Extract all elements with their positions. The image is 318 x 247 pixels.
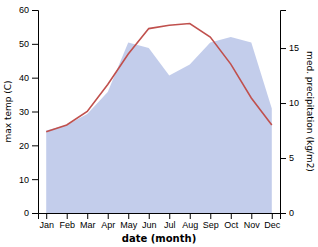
- y-axis: 0 10 20 30 40 50 60: [19, 5, 39, 218]
- tick-mark: [67, 213, 68, 219]
- axis-line: [32, 11, 39, 214]
- tick-label: 5: [289, 153, 294, 163]
- tick-mark: [32, 145, 38, 146]
- x-axis: Jan Feb Mar Apr May Jun Jul Aug Sep Oct NovDec: [39, 213, 281, 230]
- tick-label: 0: [24, 208, 29, 218]
- tick: 0: [280, 208, 294, 218]
- axis-line: [281, 11, 287, 214]
- tick: Aug: [182, 213, 198, 230]
- marks: [46, 24, 272, 213]
- y2-axis-title: med. precipitation (kg/m2): [305, 51, 315, 172]
- tick: 10: [280, 98, 299, 108]
- tick-mark: [149, 213, 150, 219]
- tick-mark: [280, 103, 286, 104]
- tick-label: Nov: [244, 220, 261, 230]
- y2-axis: 0 5 10 15: [280, 11, 299, 219]
- tick-mark: [280, 213, 286, 214]
- tick-mark: [32, 10, 38, 11]
- tick: Mar: [80, 213, 96, 230]
- tick: Feb: [59, 213, 75, 230]
- tick-label: 40: [19, 73, 29, 83]
- tick-label: Apr: [101, 220, 115, 230]
- tick: Dec: [264, 213, 281, 230]
- tick: Nov: [244, 213, 261, 230]
- tick: Jan: [39, 213, 54, 230]
- tick-mark: [32, 112, 38, 113]
- x-axis-title: date (month): [122, 233, 196, 244]
- tick-mark: [190, 213, 191, 219]
- plot-area: Jan Feb Mar Apr May Jun Jul Aug Sep Oct NovDec 0 10 2…: [19, 5, 299, 230]
- tick-mark: [32, 213, 38, 214]
- tick: 40: [19, 73, 38, 83]
- tick: 0: [24, 208, 38, 218]
- chart: Jan Feb Mar Apr May Jun Jul Aug Sep Oct NovDec 0 10 2…: [0, 0, 318, 247]
- tick-mark: [128, 213, 129, 219]
- tick-mark: [108, 213, 109, 219]
- tick-mark: [231, 213, 232, 219]
- tick-label: 30: [19, 107, 29, 117]
- tick-label: May: [120, 220, 138, 230]
- tick-label: 15: [289, 43, 299, 53]
- tick-mark: [87, 213, 88, 219]
- precipitation-area: [46, 37, 272, 213]
- tick-label: Oct: [224, 220, 239, 230]
- tick-label: 0: [289, 208, 294, 218]
- tick-mark: [32, 44, 38, 45]
- tick: 15: [280, 43, 299, 53]
- temperature-line: [46, 24, 272, 132]
- tick: Sep: [203, 213, 219, 230]
- tick: 20: [19, 141, 38, 151]
- tick: 5: [280, 153, 294, 163]
- tick-mark: [46, 213, 47, 219]
- tick: 50: [19, 39, 38, 49]
- tick: May: [120, 213, 138, 230]
- tick-mark: [272, 213, 273, 219]
- tick-mark: [251, 213, 252, 219]
- tick-label: 10: [289, 98, 299, 108]
- tick: 30: [19, 107, 38, 117]
- tick-label: Mar: [80, 220, 96, 230]
- tick-label: 10: [19, 175, 29, 185]
- tick-mark: [210, 213, 211, 219]
- tick-mark: [32, 179, 38, 180]
- tick-mark: [169, 213, 170, 219]
- tick: 10: [19, 175, 38, 185]
- tick-mark: [280, 158, 286, 159]
- tick-label: 60: [19, 5, 29, 15]
- tick-label: Dec: [264, 220, 281, 230]
- tick: Jul: [164, 213, 176, 230]
- y-axis-title: max temp (C): [3, 80, 13, 142]
- tick-label: 50: [19, 39, 29, 49]
- tick-label: Sep: [203, 220, 219, 230]
- tick-mark: [32, 78, 38, 79]
- axis-line: [39, 214, 281, 220]
- tick-label: Feb: [59, 220, 75, 230]
- tick-label: Aug: [182, 220, 198, 230]
- tick-mark: [280, 48, 286, 49]
- tick-label: 20: [19, 141, 29, 151]
- tick: Oct: [224, 213, 239, 230]
- tick-label: Jul: [164, 220, 176, 230]
- tick: 60: [19, 5, 38, 15]
- tick: Jun: [142, 213, 157, 230]
- tick-label: Jan: [39, 220, 54, 230]
- tick: Apr: [101, 213, 115, 230]
- tick-label: Jun: [142, 220, 157, 230]
